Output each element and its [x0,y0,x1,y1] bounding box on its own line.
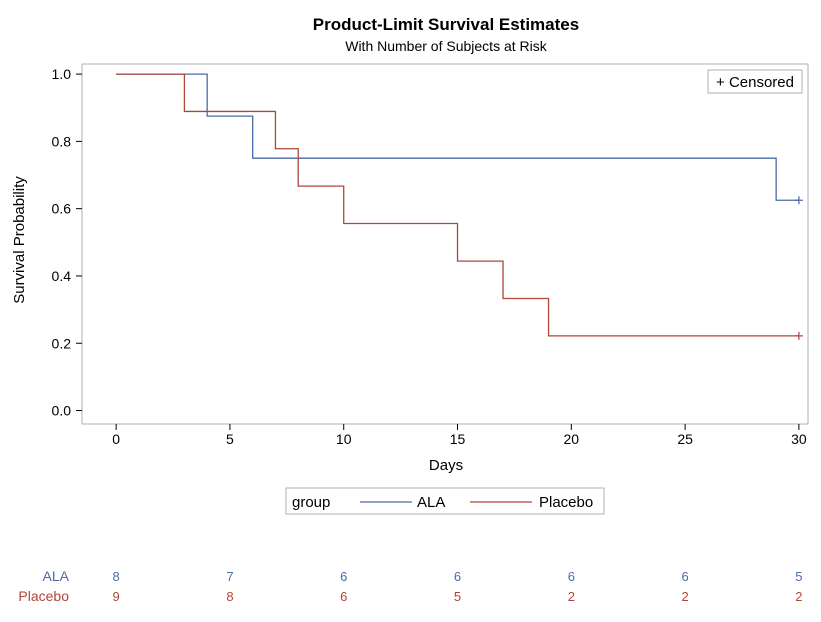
at-risk-value: 8 [113,569,120,584]
censored-legend-box [707,69,803,94]
y-tick-label: 0.2 [52,335,72,351]
legend-title: group [292,494,330,511]
x-tick-label: 10 [336,431,352,447]
at-risk-value: 2 [568,589,575,604]
series-line-ala [116,73,799,201]
y-axis-label: Survival Probability [11,176,28,304]
legend-entry-ala: ALA [417,494,445,511]
legend-entry-placebo: Placebo [539,494,593,511]
survival-curves [116,73,803,340]
at-risk-value: 2 [795,589,802,604]
censored-mark-ala [794,196,803,205]
at-risk-group-label: ALA [43,568,70,584]
censored-legend-label: + Censored [716,74,794,91]
group-legend: group ALA Placebo [285,487,605,515]
at-risk-value: 9 [113,589,120,604]
at-risk-value: 2 [681,589,688,604]
at-risk-value: 6 [568,569,575,584]
chart-title: Product-Limit Survival Estimates [313,15,579,34]
at-risk-group-label: Placebo [18,588,69,604]
group-legend-box [285,487,605,515]
at-risk-value: 6 [454,569,461,584]
y-axis: 0.0 0.2 0.4 0.6 0.8 1.0 [52,66,82,419]
x-tick-label: 5 [226,431,234,447]
x-tick-label: 15 [450,431,466,447]
series-line-placebo [116,73,799,337]
at-risk-value: 7 [226,569,233,584]
y-tick-label: 0.8 [52,133,72,149]
y-tick-label: 0.6 [52,201,72,217]
y-tick-label: 0.4 [52,268,72,284]
plot-frame [81,63,809,425]
at-risk-value: 6 [340,569,347,584]
at-risk-value: 8 [226,589,233,604]
censored-mark-placebo [794,331,803,340]
censored-legend: + Censored [707,69,803,94]
x-tick-label: 30 [791,431,807,447]
y-tick-label: 1.0 [52,66,72,82]
at-risk-value: 5 [454,589,461,604]
at-risk-value: 6 [681,569,688,584]
at-risk-table: ALA 8 7 6 6 6 6 5 Placebo 9 8 6 5 2 2 2 [18,568,802,604]
at-risk-value: 6 [340,589,347,604]
x-tick-label: 0 [112,431,120,447]
x-axis-label: Days [429,457,463,474]
at-risk-value: 5 [795,569,802,584]
y-tick-label: 0.0 [52,403,72,419]
x-axis: 0 5 10 15 20 25 30 [112,424,807,447]
x-tick-label: 20 [564,431,580,447]
x-tick-label: 25 [677,431,693,447]
chart-subtitle: With Number of Subjects at Risk [345,38,548,54]
